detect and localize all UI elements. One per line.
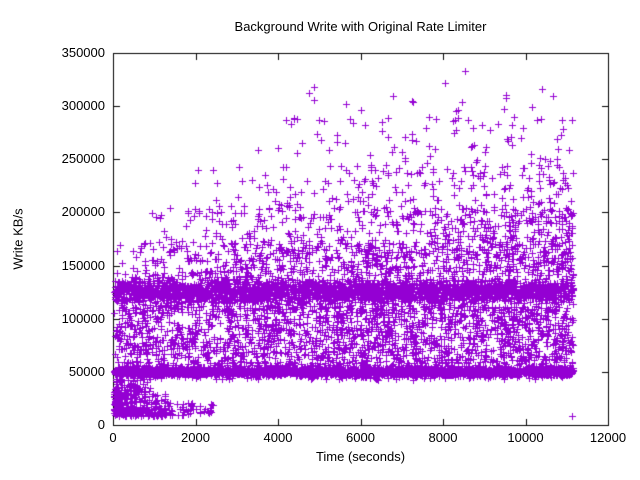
chart-title: Background Write with Original Rate Limi… [234,19,487,34]
y-tick-label: 200000 [61,204,105,220]
x-tick-label: 6000 [346,430,375,445]
x-tick-label: 8000 [428,430,458,445]
y-tick-label: 250000 [61,151,105,167]
x-tick-label: 4000 [263,430,293,445]
x-tick-label: 2000 [181,430,210,445]
y-tick-label: 100000 [61,310,105,326]
x-tick-label: 10000 [507,430,544,445]
y-tick-label: 350000 [61,45,105,60]
x-tick-label: 0 [109,430,117,445]
y-tick-label: 150000 [61,257,105,273]
y-tick-label: 50000 [68,363,105,379]
y-tick-label: 0 [97,417,105,432]
y-axis-label: Write KB/s [10,208,26,270]
x-tick-label: 12000 [589,430,627,445]
y-tick-label: 300000 [61,98,105,114]
x-axis-label: Time (seconds) [315,449,406,464]
